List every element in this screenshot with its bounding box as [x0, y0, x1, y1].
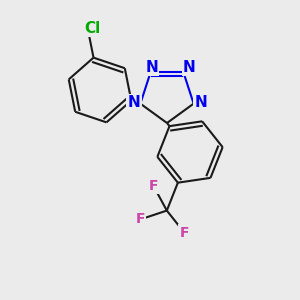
- Text: F: F: [136, 212, 145, 226]
- Text: N: N: [194, 95, 207, 110]
- Text: F: F: [179, 226, 189, 239]
- Text: N: N: [183, 60, 196, 75]
- Text: F: F: [149, 179, 158, 193]
- Text: N: N: [128, 95, 141, 110]
- Text: N: N: [145, 60, 158, 75]
- Text: Cl: Cl: [84, 21, 100, 36]
